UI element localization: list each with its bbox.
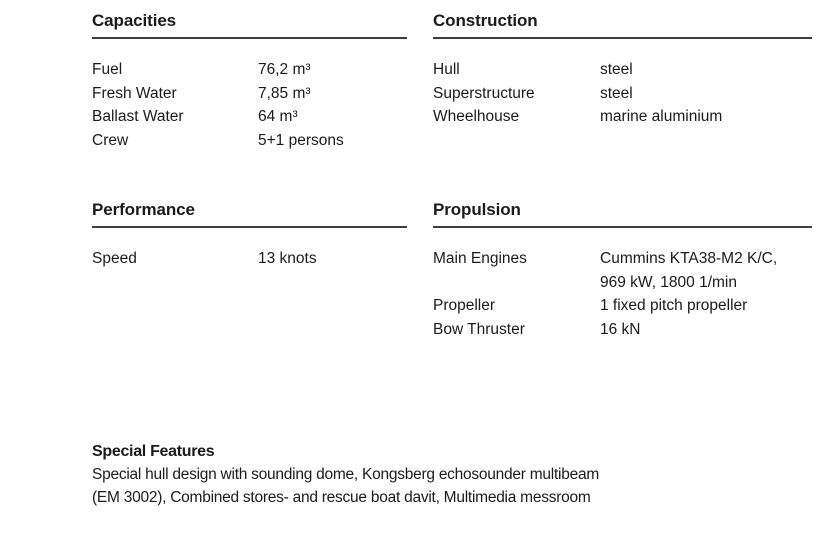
section-title-construction: Construction	[433, 11, 538, 30]
spec-row: Hull steel	[433, 58, 812, 82]
spec-value: 5+1 persons	[258, 131, 344, 149]
spec-value: 1 fixed pitch propeller	[600, 297, 748, 314]
spec-label: Main Engines	[433, 250, 527, 267]
spec-row: Propeller 1 fixed pitch propeller	[433, 294, 812, 318]
spec-label: Ballast Water	[92, 108, 184, 125]
spec-label: Propeller	[433, 297, 496, 314]
section-propulsion: Propulsion Main Engines Cummins KTA38-M2…	[433, 199, 812, 341]
spec-table-capacities: Fuel 76,2 m³ Fresh Water 7,85 m³ Ballast…	[92, 58, 407, 152]
spec-table-construction: Hull steel Superstructure steel Wheelhou…	[433, 58, 812, 129]
spec-value: marine aluminium	[600, 108, 723, 125]
spec-row: Fresh Water 7,85 m³	[92, 82, 407, 106]
spec-row: Bow Thruster 16 kN	[433, 318, 812, 342]
section-title-capacities: Capacities	[92, 11, 177, 30]
spec-label: Fresh Water	[92, 84, 177, 102]
section-rule	[433, 37, 812, 39]
spec-label: Speed	[92, 250, 137, 267]
section-special-features: Special Features Special hull design wit…	[92, 441, 757, 509]
spec-table-performance: Speed 13 knots	[92, 247, 407, 271]
spec-row: Crew 5+1 persons	[92, 129, 407, 153]
spec-row: Speed 13 knots	[92, 247, 407, 271]
spec-value: 7,85 m³	[258, 84, 311, 102]
section-rule	[433, 226, 812, 228]
spec-label: Fuel	[92, 61, 123, 78]
spec-row: Ballast Water 64 m³	[92, 105, 407, 129]
spec-value: 13 knots	[258, 250, 317, 267]
spec-row: Superstructure steel	[433, 82, 812, 106]
section-performance: Performance Speed 13 knots	[92, 199, 407, 271]
spec-table-propulsion: Main Engines Cummins KTA38-M2 K/C, 969 k…	[433, 247, 812, 341]
spec-label: Bow Thruster	[433, 320, 525, 338]
spec-value: steel	[600, 84, 633, 102]
spec-label: Superstructure	[433, 84, 535, 102]
spec-value: 64 m³	[258, 108, 298, 125]
section-capacities: Capacities Fuel 76,2 m³ Fresh Water 7,85…	[92, 10, 407, 152]
spec-label: Crew	[92, 131, 129, 149]
section-title-propulsion: Propulsion	[433, 200, 521, 219]
section-rule	[92, 226, 407, 228]
section-rule	[92, 37, 407, 39]
spec-label: Hull	[433, 61, 460, 78]
spec-value: 16 kN	[600, 320, 641, 338]
spec-value: 76,2 m³	[258, 61, 311, 78]
special-features-title: Special Features	[92, 443, 215, 460]
spec-row: Wheelhouse marine aluminium	[433, 105, 812, 129]
spec-value: Cummins KTA38-M2 K/C, 969 kW, 1800 1/min	[600, 250, 778, 291]
section-construction: Construction Hull steel Superstructure s…	[433, 10, 812, 129]
spec-label: Wheelhouse	[433, 108, 520, 125]
spec-row: Fuel 76,2 m³	[92, 58, 407, 82]
special-features-text: Special hull design with sounding dome, …	[92, 466, 599, 506]
section-title-performance: Performance	[92, 200, 195, 219]
spec-value: steel	[600, 61, 633, 78]
spec-row: Main Engines Cummins KTA38-M2 K/C, 969 k…	[433, 247, 812, 294]
